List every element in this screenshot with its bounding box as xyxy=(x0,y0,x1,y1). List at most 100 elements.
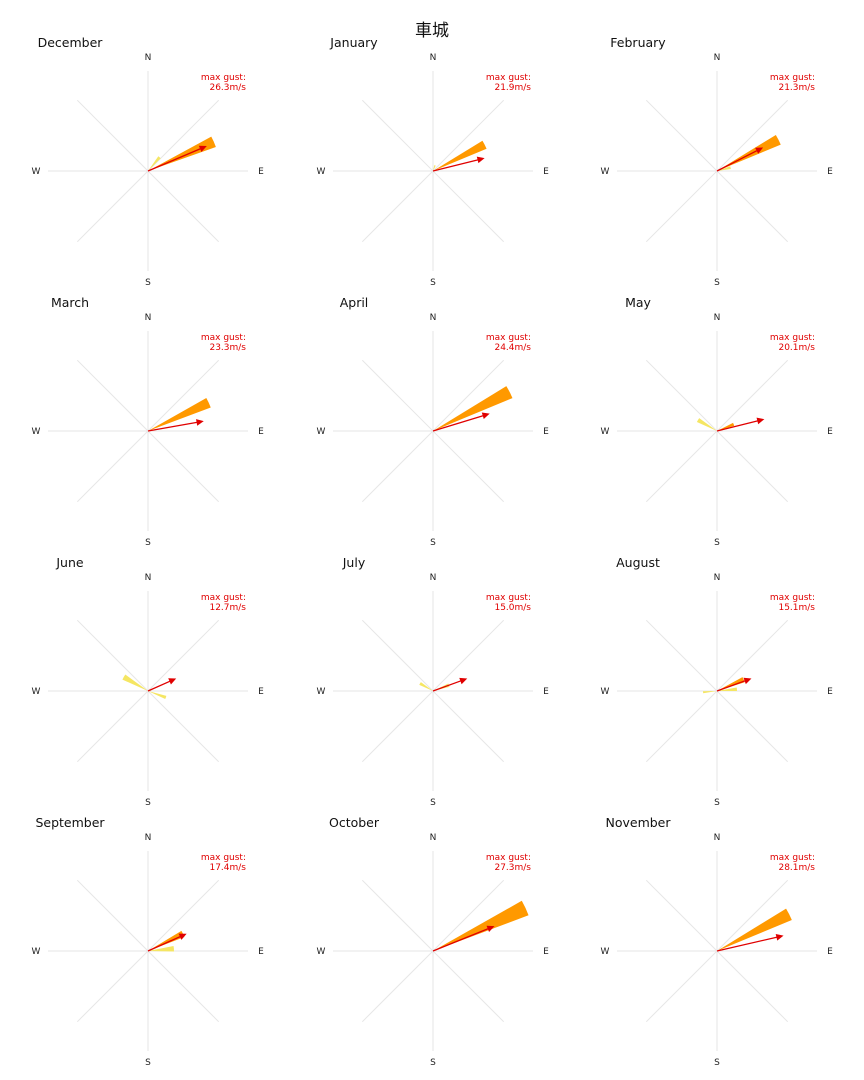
gust-value: 21.3m/s xyxy=(778,83,815,93)
wind-rose-panel: N E S W September max gust:17.4m/s xyxy=(32,815,265,1068)
direction-label-s: S xyxy=(714,1058,720,1068)
direction-label-n: N xyxy=(430,573,437,583)
gust-value: 12.7m/s xyxy=(209,603,246,613)
direction-label-w: W xyxy=(601,687,610,697)
direction-label-e: E xyxy=(543,427,549,437)
gust-arrow-shaft xyxy=(432,680,461,692)
month-title: January xyxy=(329,35,378,50)
wind-rose-panels: N E S W December max gust: 26.3m/s N E S W January m… xyxy=(32,35,834,1068)
gust-arrow-head xyxy=(743,677,752,685)
month-title: June xyxy=(55,555,84,570)
wind-wedge xyxy=(148,136,216,171)
direction-label-e: E xyxy=(827,427,833,437)
wind-rose-panel: N E S W August max gust:15.1m/s xyxy=(601,555,834,808)
direction-label-w: W xyxy=(32,167,41,177)
wind-wedge xyxy=(433,900,529,951)
gust-value: 15.0m/s xyxy=(494,603,531,613)
direction-label-n: N xyxy=(714,833,721,843)
direction-label-w: W xyxy=(32,947,41,957)
direction-label-n: N xyxy=(145,573,152,583)
gust-arrow-shaft xyxy=(716,150,758,172)
direction-label-e: E xyxy=(543,687,549,697)
gust-arrow-shaft xyxy=(716,420,758,432)
gust-value: 21.9m/s xyxy=(494,83,531,93)
gust-arrow-head xyxy=(756,417,765,425)
wind-wedge xyxy=(433,140,487,171)
gust-arrow-shaft xyxy=(147,936,181,952)
direction-label-w: W xyxy=(317,687,326,697)
direction-label-s: S xyxy=(430,538,436,548)
direction-label-e: E xyxy=(827,167,833,177)
month-title: November xyxy=(605,815,671,830)
gust-arrow-head xyxy=(476,156,485,164)
gust-arrow-head xyxy=(755,147,764,154)
gust-arrow-head xyxy=(198,145,207,152)
direction-label-s: S xyxy=(430,278,436,288)
direction-label-n: N xyxy=(145,53,152,63)
gust-arrow-shaft xyxy=(432,928,489,952)
wind-rose-panel: N E S W November max gust:28.1m/s xyxy=(601,815,834,1068)
gust-arrow-head xyxy=(459,677,468,685)
direction-label-s: S xyxy=(714,798,720,808)
gust-label: max gust: xyxy=(201,853,246,863)
gust-value: 24.4m/s xyxy=(494,343,531,353)
direction-label-s: S xyxy=(145,798,151,808)
direction-label-s: S xyxy=(145,1058,151,1068)
wind-wedge xyxy=(148,156,161,171)
wind-wedge xyxy=(696,418,717,431)
gust-arrow-head xyxy=(775,933,784,941)
wind-wedge xyxy=(148,398,211,431)
direction-label-n: N xyxy=(145,313,152,323)
gust-value: 26.3m/s xyxy=(209,83,246,93)
direction-label-e: E xyxy=(827,947,833,957)
direction-label-e: E xyxy=(827,687,833,697)
month-title: August xyxy=(616,555,660,570)
wind-wedge xyxy=(717,908,792,951)
wind-rose-panel: N E S W December max gust:26.3m/s xyxy=(32,35,265,288)
gust-label: max gust: xyxy=(201,333,246,343)
gust-arrow-shaft xyxy=(432,415,484,432)
wind-rose-panel: N E S W April max gust:24.4m/s xyxy=(317,295,550,548)
wind-wedge xyxy=(148,946,174,952)
direction-label-w: W xyxy=(317,947,326,957)
direction-label-n: N xyxy=(430,313,437,323)
direction-label-s: S xyxy=(714,538,720,548)
direction-label-w: W xyxy=(32,427,41,437)
direction-label-n: N xyxy=(714,313,721,323)
wind-wedge xyxy=(419,682,433,691)
month-title: July xyxy=(342,555,366,570)
gust-label: max gust: xyxy=(486,73,531,83)
wind-wedge xyxy=(717,687,737,691)
month-title: March xyxy=(51,295,89,310)
month-title: February xyxy=(610,35,666,50)
gust-arrow-head xyxy=(486,925,495,932)
wind-wedge xyxy=(148,930,185,951)
month-title: December xyxy=(38,35,104,50)
month-title: October xyxy=(329,815,380,830)
wind-wedge xyxy=(148,691,167,700)
gust-label: max gust: xyxy=(201,593,246,603)
direction-label-w: W xyxy=(601,167,610,177)
gust-arrow-head xyxy=(196,419,204,426)
wind-wedge xyxy=(433,165,436,171)
gust-arrow-shaft xyxy=(147,148,201,172)
direction-label-e: E xyxy=(258,687,264,697)
gust-value: 20.1m/s xyxy=(778,343,815,353)
gust-value: 23.3m/s xyxy=(209,343,246,353)
direction-label-w: W xyxy=(317,167,326,177)
direction-label-n: N xyxy=(714,53,721,63)
gust-arrow-head xyxy=(168,678,177,685)
month-title: September xyxy=(35,815,105,830)
wind-wedge xyxy=(717,134,781,171)
gust-label: max gust: xyxy=(770,333,815,343)
gust-label: max gust: xyxy=(770,73,815,83)
gust-value: 15.1m/s xyxy=(778,603,815,613)
gust-label: max gust: xyxy=(486,853,531,863)
direction-label-e: E xyxy=(258,167,264,177)
wind-rose-panel: N E S W March max gust:23.3m/s xyxy=(32,295,265,548)
direction-label-w: W xyxy=(601,427,610,437)
month-title: May xyxy=(625,295,651,310)
direction-label-n: N xyxy=(714,573,721,583)
direction-label-n: N xyxy=(145,833,152,843)
